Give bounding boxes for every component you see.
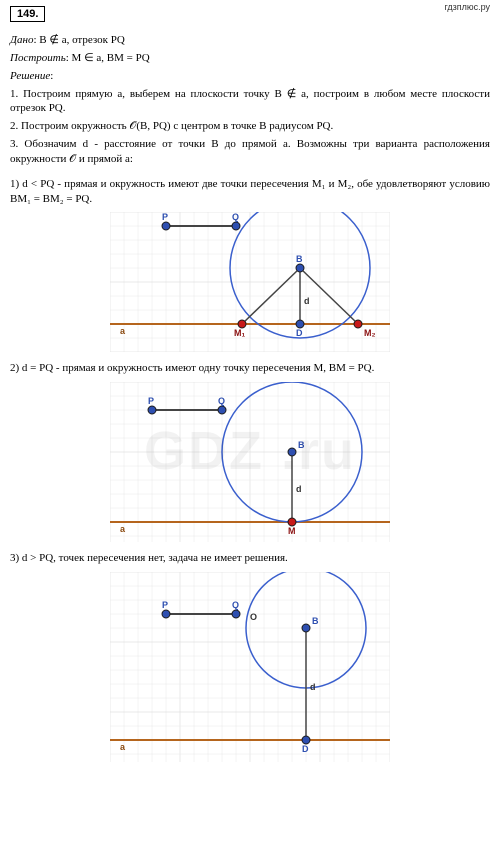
build-label: Построить: [10, 52, 66, 64]
svg-text:D: D: [296, 328, 303, 338]
svg-text:M: M: [288, 526, 296, 536]
svg-text:d: d: [310, 682, 316, 692]
step-2: 2. Построим окружность 𝒪(B, PQ) с центро…: [10, 119, 490, 134]
svg-text:B: B: [298, 440, 305, 450]
figure-2: aPQBMd: [10, 382, 490, 545]
svg-text:P: P: [162, 212, 168, 222]
site-url: гдзплюс.ру: [444, 2, 490, 12]
svg-text:M₂: M₂: [364, 328, 376, 338]
problem-number: 149.: [10, 6, 45, 22]
svg-text:B: B: [296, 254, 303, 264]
svg-text:d: d: [304, 296, 310, 306]
diagram-case-3: aPQOBDd: [110, 572, 390, 762]
case-2-text: 2) d = PQ - прямая и окружность имеют од…: [10, 361, 490, 376]
svg-text:D: D: [302, 744, 309, 754]
svg-text:Q: Q: [218, 396, 225, 406]
given-label: Дано: [10, 34, 33, 46]
diagram-case-1: aPQBDM₁M₂d: [110, 212, 390, 352]
svg-text:d: d: [296, 484, 302, 494]
solution-label: Решение: [10, 70, 50, 82]
svg-text:B: B: [312, 616, 319, 626]
svg-text:Q: Q: [232, 600, 239, 610]
build-line: Построить: M ∈ a, BM = PQ: [10, 51, 490, 66]
figure-3: aPQOBDd: [10, 572, 490, 765]
given-text: : B ∉ a, отрезок PQ: [33, 34, 124, 46]
diagram-case-2: aPQBMd: [110, 382, 390, 542]
svg-text:P: P: [162, 600, 168, 610]
figure-1: aPQBDM₁M₂d: [10, 212, 490, 355]
build-text: : M ∈ a, BM = PQ: [66, 52, 150, 64]
svg-text:O: O: [250, 612, 257, 622]
step-1: 1. Построим прямую a, выберем на плоскос…: [10, 87, 490, 117]
svg-text:P: P: [148, 396, 154, 406]
step-3: 3. Обозначим d - расстояние от точки B д…: [10, 137, 490, 167]
solution-colon: :: [50, 70, 53, 82]
solution-label-line: Решение:: [10, 69, 490, 84]
case-3-text: 3) d > PQ, точек пересечения нет, задача…: [10, 551, 490, 566]
svg-text:M₁: M₁: [234, 328, 245, 338]
given-line: Дано: B ∉ a, отрезок PQ: [10, 33, 490, 48]
svg-text:Q: Q: [232, 212, 239, 222]
case-1-text: 1) d < PQ - прямая и окружность имеют дв…: [10, 177, 490, 207]
